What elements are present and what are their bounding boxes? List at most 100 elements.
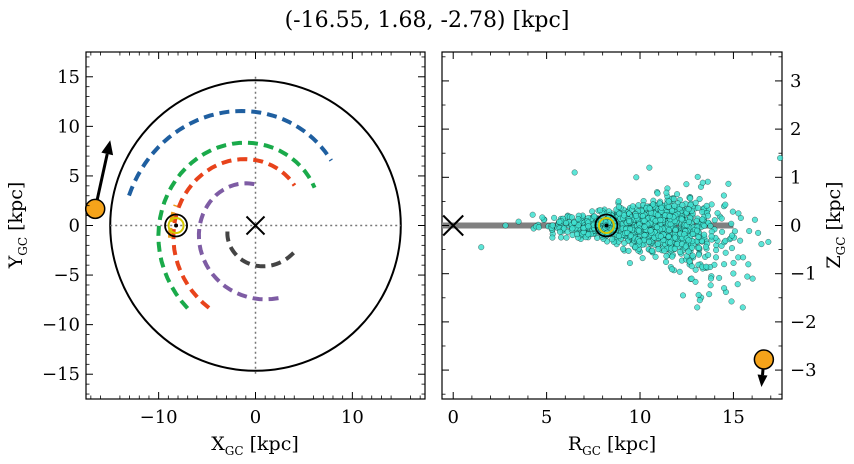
- disk-point: [704, 178, 711, 185]
- disk-point: [696, 195, 703, 202]
- spiral-arm-2: [156, 140, 317, 310]
- y-tick-label: −3: [790, 360, 817, 381]
- x-tick-label: 10: [629, 407, 652, 428]
- disk-point: [720, 192, 727, 199]
- disk-point: [639, 255, 646, 262]
- y-tick-label: 15: [57, 67, 80, 88]
- disk-point: [646, 164, 653, 171]
- disk-point: [654, 224, 661, 231]
- disk-point: [669, 207, 676, 214]
- disk-point: [688, 263, 695, 270]
- x-tick-label: 0: [250, 407, 261, 428]
- disk-point: [695, 291, 702, 298]
- disk-point: [626, 217, 633, 224]
- disk-point: [654, 190, 661, 197]
- side-view-xlabel-unit: [kpc]: [601, 433, 656, 455]
- spiral-arms: [127, 108, 333, 310]
- disk-point: [682, 243, 689, 250]
- disk-point: [669, 253, 676, 260]
- disk-point: [707, 282, 714, 289]
- disk-point: [765, 238, 772, 245]
- disk-point: [671, 245, 678, 252]
- disk-point: [627, 232, 634, 239]
- disk-point: [591, 213, 598, 220]
- disk-point: [708, 233, 715, 240]
- disk-point: [633, 174, 640, 181]
- sun-outer-ring: [594, 213, 619, 238]
- y-tick-label: 0: [69, 216, 80, 237]
- disk-point: [668, 266, 675, 273]
- disk-point: [713, 254, 720, 261]
- disk-point: [739, 304, 746, 311]
- disk-point: [740, 254, 747, 261]
- galactic-center-marker: [442, 214, 464, 237]
- disk-point: [745, 261, 752, 268]
- disk-point: [539, 214, 546, 221]
- x-tick-label: −10: [140, 407, 178, 428]
- disk-point: [609, 236, 616, 243]
- disk-point: [571, 169, 578, 176]
- disk-point: [676, 268, 683, 275]
- top-down-ylabel-sub: GC: [16, 237, 30, 256]
- disk-point: [665, 233, 672, 240]
- disk-point: [737, 237, 744, 244]
- disk-point: [737, 214, 744, 221]
- disk-point: [551, 214, 558, 221]
- disk-point: [575, 216, 582, 223]
- disk-point: [571, 219, 578, 226]
- disk-point: [646, 205, 653, 212]
- disk-point: [569, 225, 576, 232]
- side-view-markers: [442, 213, 775, 387]
- disk-point: [730, 270, 737, 277]
- disk-point: [694, 173, 701, 180]
- disk-point: [615, 233, 622, 240]
- disk-point: [685, 237, 692, 244]
- disk-point: [663, 258, 670, 265]
- disk-point: [701, 231, 708, 238]
- x-tick-label: 10: [341, 407, 364, 428]
- disk-point: [692, 278, 699, 285]
- disk-point: [758, 241, 765, 248]
- y-tick-label: 2: [790, 119, 801, 140]
- star-marker: [753, 349, 775, 370]
- disk-point: [692, 266, 699, 273]
- top-down-markers: [84, 140, 266, 238]
- disk-point: [699, 216, 706, 223]
- disk-point: [725, 180, 732, 187]
- disk-point: [703, 263, 710, 270]
- y-tick-label: 1: [790, 167, 801, 188]
- x-tick-label: 15: [722, 407, 745, 428]
- sun-dot: [604, 223, 609, 228]
- top-down-ylabel-main: Y: [5, 255, 27, 269]
- disk-point: [621, 240, 628, 247]
- disk-point: [597, 207, 604, 214]
- disk-point: [589, 208, 596, 215]
- disk-point: [563, 234, 570, 241]
- star-marker: [84, 198, 106, 220]
- disk-point: [625, 247, 632, 254]
- side-view-ylabel-sub: GC: [834, 237, 848, 256]
- disk-point: [657, 216, 664, 223]
- spiral-arm-5: [225, 225, 295, 269]
- disk-point: [746, 228, 753, 235]
- disk-point: [716, 274, 723, 281]
- disk-point: [549, 234, 556, 241]
- disk-point: [502, 222, 509, 229]
- disk-point: [735, 210, 742, 217]
- y-tick-label: −5: [53, 265, 80, 286]
- top-down-xlabel-unit: [kpc]: [244, 433, 299, 455]
- disk-point: [585, 223, 592, 230]
- side-view-ticks: 0 5 10 15 −3 −2 −1 0 1 2 3: [442, 52, 817, 428]
- top-down-ticks: −10 0 10 −15 −10 −5 0 5 10 15: [42, 52, 425, 428]
- spiral-arm-3: [171, 157, 297, 310]
- disk-point: [556, 218, 563, 225]
- disk-point: [574, 231, 581, 238]
- y-tick-label: −10: [42, 315, 80, 336]
- disk-point: [694, 227, 701, 234]
- disk-point: [722, 249, 729, 256]
- disk-point: [694, 304, 701, 311]
- disk-point: [558, 234, 565, 241]
- y-tick-label: −15: [42, 364, 80, 385]
- y-tick-label: 10: [57, 116, 80, 137]
- sun-inner-ring: [167, 217, 185, 234]
